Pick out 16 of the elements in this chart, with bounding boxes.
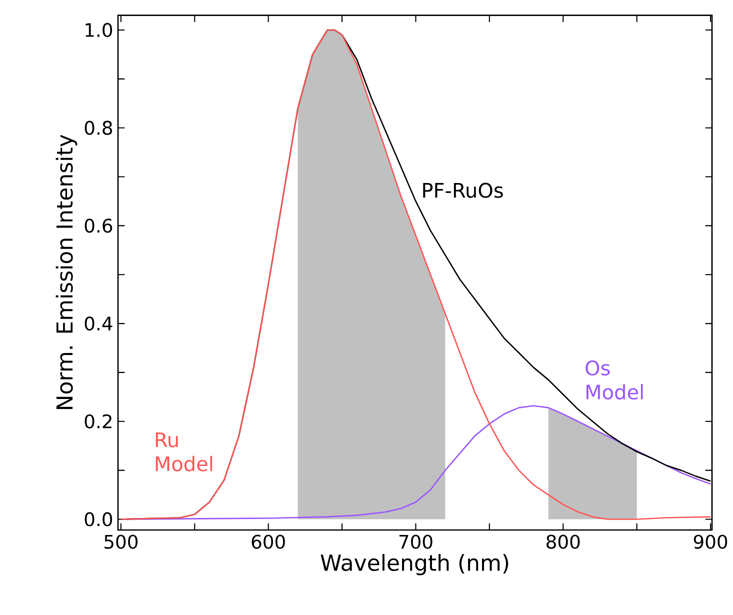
x-tick-label: 800 bbox=[546, 534, 580, 549]
y-tick-label: 0.4 bbox=[84, 316, 112, 331]
x-tick-label: 600 bbox=[252, 534, 285, 549]
y-tick-label: 0.2 bbox=[84, 414, 112, 428]
y-tick-label: 0.8 bbox=[84, 120, 112, 135]
x-tick-label: 900 bbox=[694, 534, 728, 549]
series-label: Os Model bbox=[586, 360, 643, 400]
x-tick-label: 500 bbox=[104, 534, 138, 549]
y-axis-title: Norm. Emission Intensity bbox=[56, 134, 78, 409]
series-label: Ru Model bbox=[156, 432, 212, 472]
x-axis-title: Wavelength (nm) bbox=[320, 554, 508, 576]
y-tick-label: 0.6 bbox=[84, 218, 112, 233]
series-label: PF-RuOs bbox=[423, 182, 503, 198]
y-tick-label: 1.0 bbox=[86, 22, 112, 38]
y-tick-label: 0.0 bbox=[84, 512, 112, 526]
x-tick-label: 700 bbox=[399, 534, 432, 549]
